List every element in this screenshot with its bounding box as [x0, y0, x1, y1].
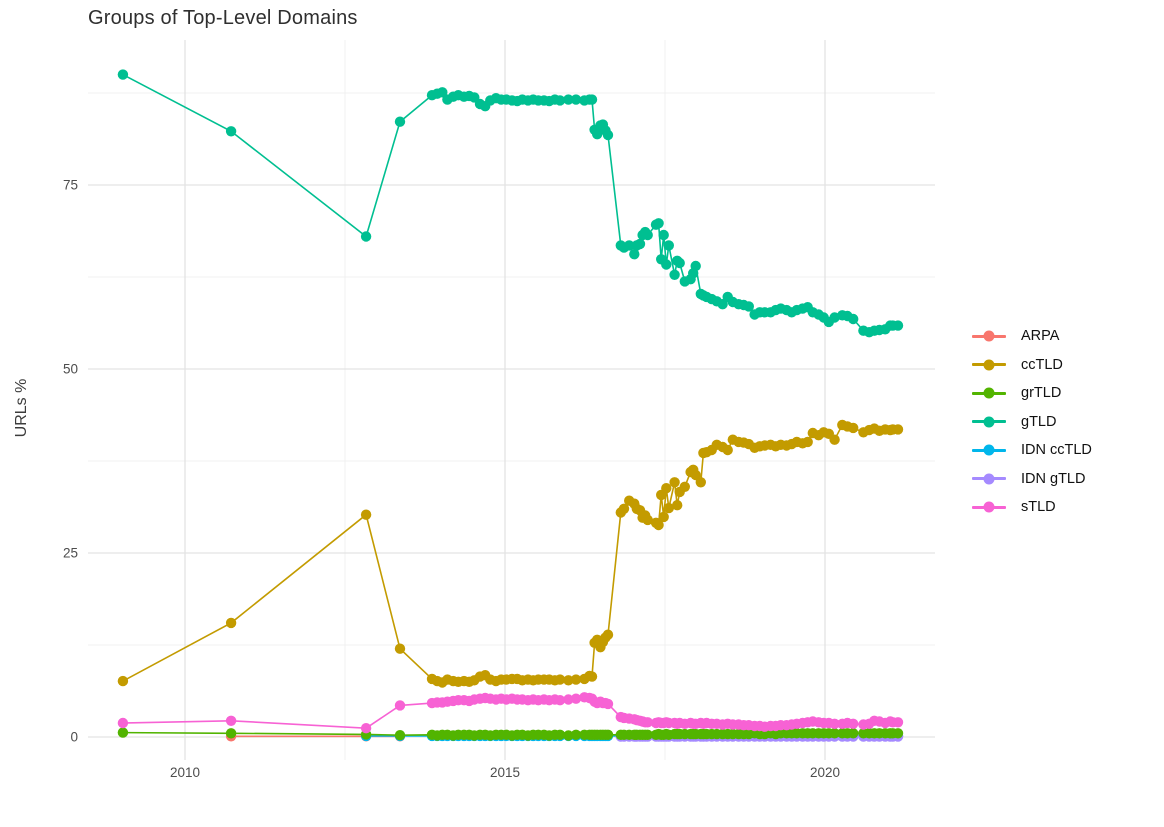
legend-key-icon: [972, 383, 1006, 403]
x-tick-label: 2010: [170, 765, 200, 780]
axis-tick-labels: 0 25 50 75 2010 2015 2020: [63, 178, 840, 781]
gridlines: [88, 40, 935, 760]
legend-key-icon: [972, 412, 1006, 432]
legend-label: ARPA: [1021, 328, 1060, 345]
legend-key-icon: [972, 355, 1006, 375]
legend-item-sTLD: sTLD: [972, 493, 1092, 522]
legend-label: IDN ccTLD: [1021, 442, 1092, 459]
y-tick-label: 0: [70, 730, 78, 745]
legend-item-gTLD: gTLD: [972, 408, 1092, 437]
x-tick-label: 2020: [810, 765, 840, 780]
series-grTLD: [117, 727, 904, 741]
legend-item-IDN-ccTLD: IDN ccTLD: [972, 436, 1092, 465]
chart-title: Groups of Top-Level Domains: [88, 7, 358, 29]
series-sTLD: [117, 692, 904, 734]
y-tick-label: 50: [63, 362, 78, 377]
y-tick-label: 75: [63, 178, 78, 193]
series-ccTLD: [117, 419, 904, 688]
legend-label: IDN gTLD: [1021, 470, 1086, 487]
legend-label: gTLD: [1021, 413, 1057, 430]
legend: ARPA ccTLD grTLD gTLD IDN ccTLD IDN gTLD sTLD: [972, 322, 1092, 522]
legend-item-ARPA: ARPA: [972, 322, 1092, 351]
legend-item-grTLD: grTLD: [972, 379, 1092, 408]
series-gTLD: [117, 69, 904, 338]
legend-label: ccTLD: [1021, 356, 1063, 373]
legend-key-icon: [972, 440, 1006, 460]
legend-item-ccTLD: ccTLD: [972, 351, 1092, 380]
legend-label: sTLD: [1021, 499, 1056, 516]
x-tick-label: 2015: [490, 765, 520, 780]
legend-key-icon: [972, 497, 1006, 517]
legend-key-icon: [972, 469, 1006, 489]
legend-key-icon: [972, 326, 1006, 346]
y-tick-label: 25: [63, 546, 78, 561]
legend-item-IDN-gTLD: IDN gTLD: [972, 465, 1092, 494]
legend-label: grTLD: [1021, 385, 1062, 402]
y-axis-title: URLs %: [13, 378, 30, 438]
